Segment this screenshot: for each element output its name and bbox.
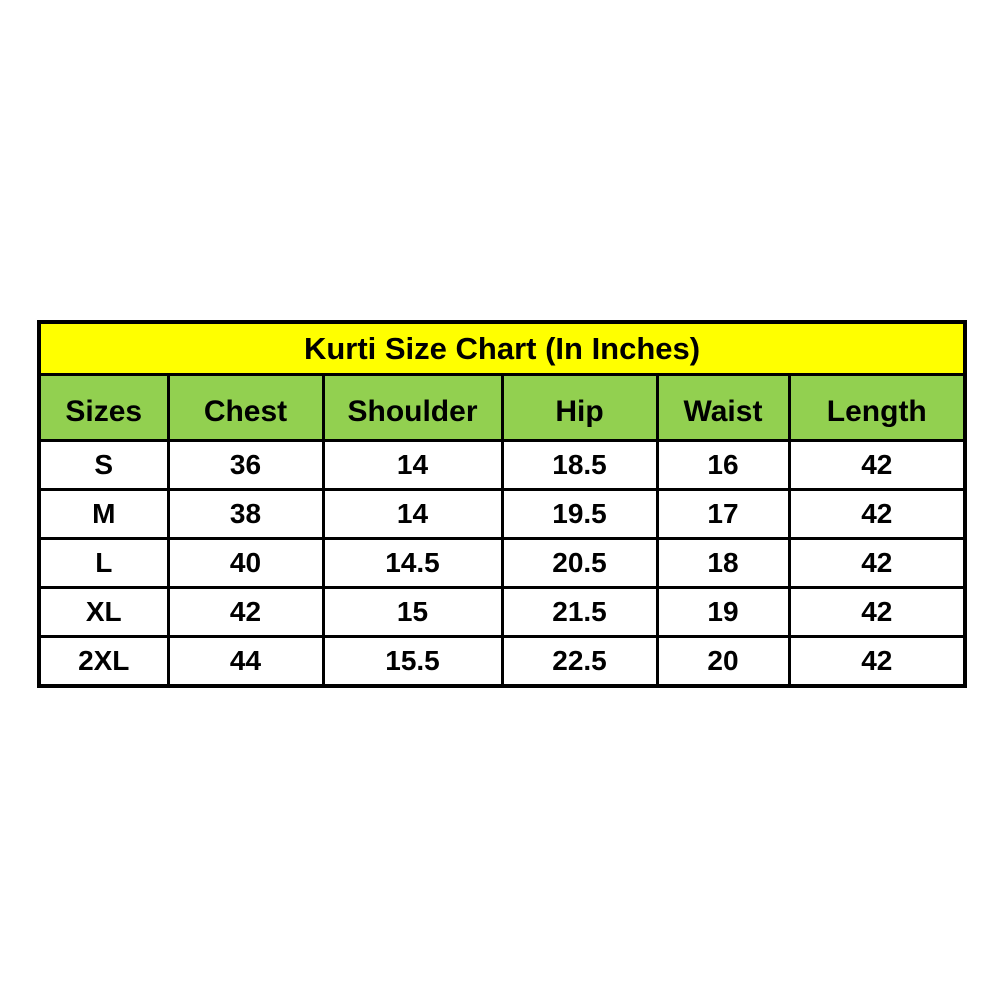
- table-title-row: Kurti Size Chart (In Inches): [37, 320, 967, 376]
- column-header-sizes: Sizes: [37, 373, 170, 442]
- value-cell: 36: [166, 439, 325, 491]
- column-header-length: Length: [787, 373, 967, 442]
- value-cell: 42: [787, 488, 967, 540]
- value-cell: 17: [655, 488, 791, 540]
- value-cell: 18.5: [500, 439, 659, 491]
- column-header-waist: Waist: [655, 373, 791, 442]
- table-row-l: L 40 14.5 20.5 18 42: [37, 537, 967, 589]
- table-title: Kurti Size Chart (In Inches): [37, 320, 967, 376]
- value-cell: 15.5: [321, 635, 504, 688]
- value-cell: 14: [321, 488, 504, 540]
- table-row-2xl: 2XL 44 15.5 22.5 20 42: [37, 635, 967, 688]
- value-cell: 20: [655, 635, 791, 688]
- value-cell: 42: [787, 537, 967, 589]
- size-cell: M: [37, 488, 170, 540]
- value-cell: 19.5: [500, 488, 659, 540]
- table-row-m: M 38 14 19.5 17 42: [37, 488, 967, 540]
- value-cell: 42: [787, 635, 967, 688]
- value-cell: 16: [655, 439, 791, 491]
- value-cell: 42: [787, 586, 967, 638]
- value-cell: 42: [787, 439, 967, 491]
- value-cell: 20.5: [500, 537, 659, 589]
- value-cell: 44: [166, 635, 325, 688]
- value-cell: 40: [166, 537, 325, 589]
- value-cell: 18: [655, 537, 791, 589]
- value-cell: 21.5: [500, 586, 659, 638]
- value-cell: 15: [321, 586, 504, 638]
- value-cell: 14.5: [321, 537, 504, 589]
- column-header-row: Sizes Chest Shoulder Hip Waist Length: [37, 373, 967, 442]
- column-header-chest: Chest: [166, 373, 325, 442]
- value-cell: 42: [166, 586, 325, 638]
- value-cell: 14: [321, 439, 504, 491]
- size-cell: L: [37, 537, 170, 589]
- table-row-s: S 36 14 18.5 16 42: [37, 439, 967, 491]
- column-header-shoulder: Shoulder: [321, 373, 504, 442]
- column-header-hip: Hip: [500, 373, 659, 442]
- value-cell: 38: [166, 488, 325, 540]
- size-cell: S: [37, 439, 170, 491]
- size-cell: 2XL: [37, 635, 170, 688]
- kurti-size-chart-table: Kurti Size Chart (In Inches) Sizes Chest…: [37, 320, 968, 688]
- value-cell: 22.5: [500, 635, 659, 688]
- value-cell: 19: [655, 586, 791, 638]
- table-row-xl: XL 42 15 21.5 19 42: [37, 586, 967, 638]
- size-cell: XL: [37, 586, 170, 638]
